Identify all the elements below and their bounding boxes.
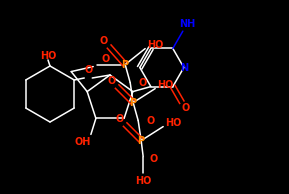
- Text: OH: OH: [75, 137, 91, 147]
- Text: O: O: [101, 54, 109, 64]
- Text: O: O: [181, 103, 190, 113]
- Text: O: O: [146, 116, 154, 126]
- Text: HO: HO: [135, 176, 151, 186]
- Text: NH: NH: [179, 19, 195, 29]
- Text: O: O: [99, 36, 107, 46]
- Text: P: P: [122, 60, 129, 70]
- Text: P: P: [138, 136, 145, 146]
- Text: HO: HO: [157, 80, 173, 90]
- Text: HO: HO: [147, 40, 163, 50]
- Text: HO: HO: [165, 118, 181, 128]
- Text: O: O: [84, 65, 92, 75]
- Text: N: N: [180, 62, 188, 73]
- Text: O: O: [149, 154, 157, 164]
- Text: O: O: [115, 113, 123, 124]
- Text: O: O: [138, 78, 146, 87]
- Text: HO: HO: [40, 51, 56, 61]
- Text: P: P: [129, 98, 137, 108]
- Text: O: O: [107, 76, 115, 86]
